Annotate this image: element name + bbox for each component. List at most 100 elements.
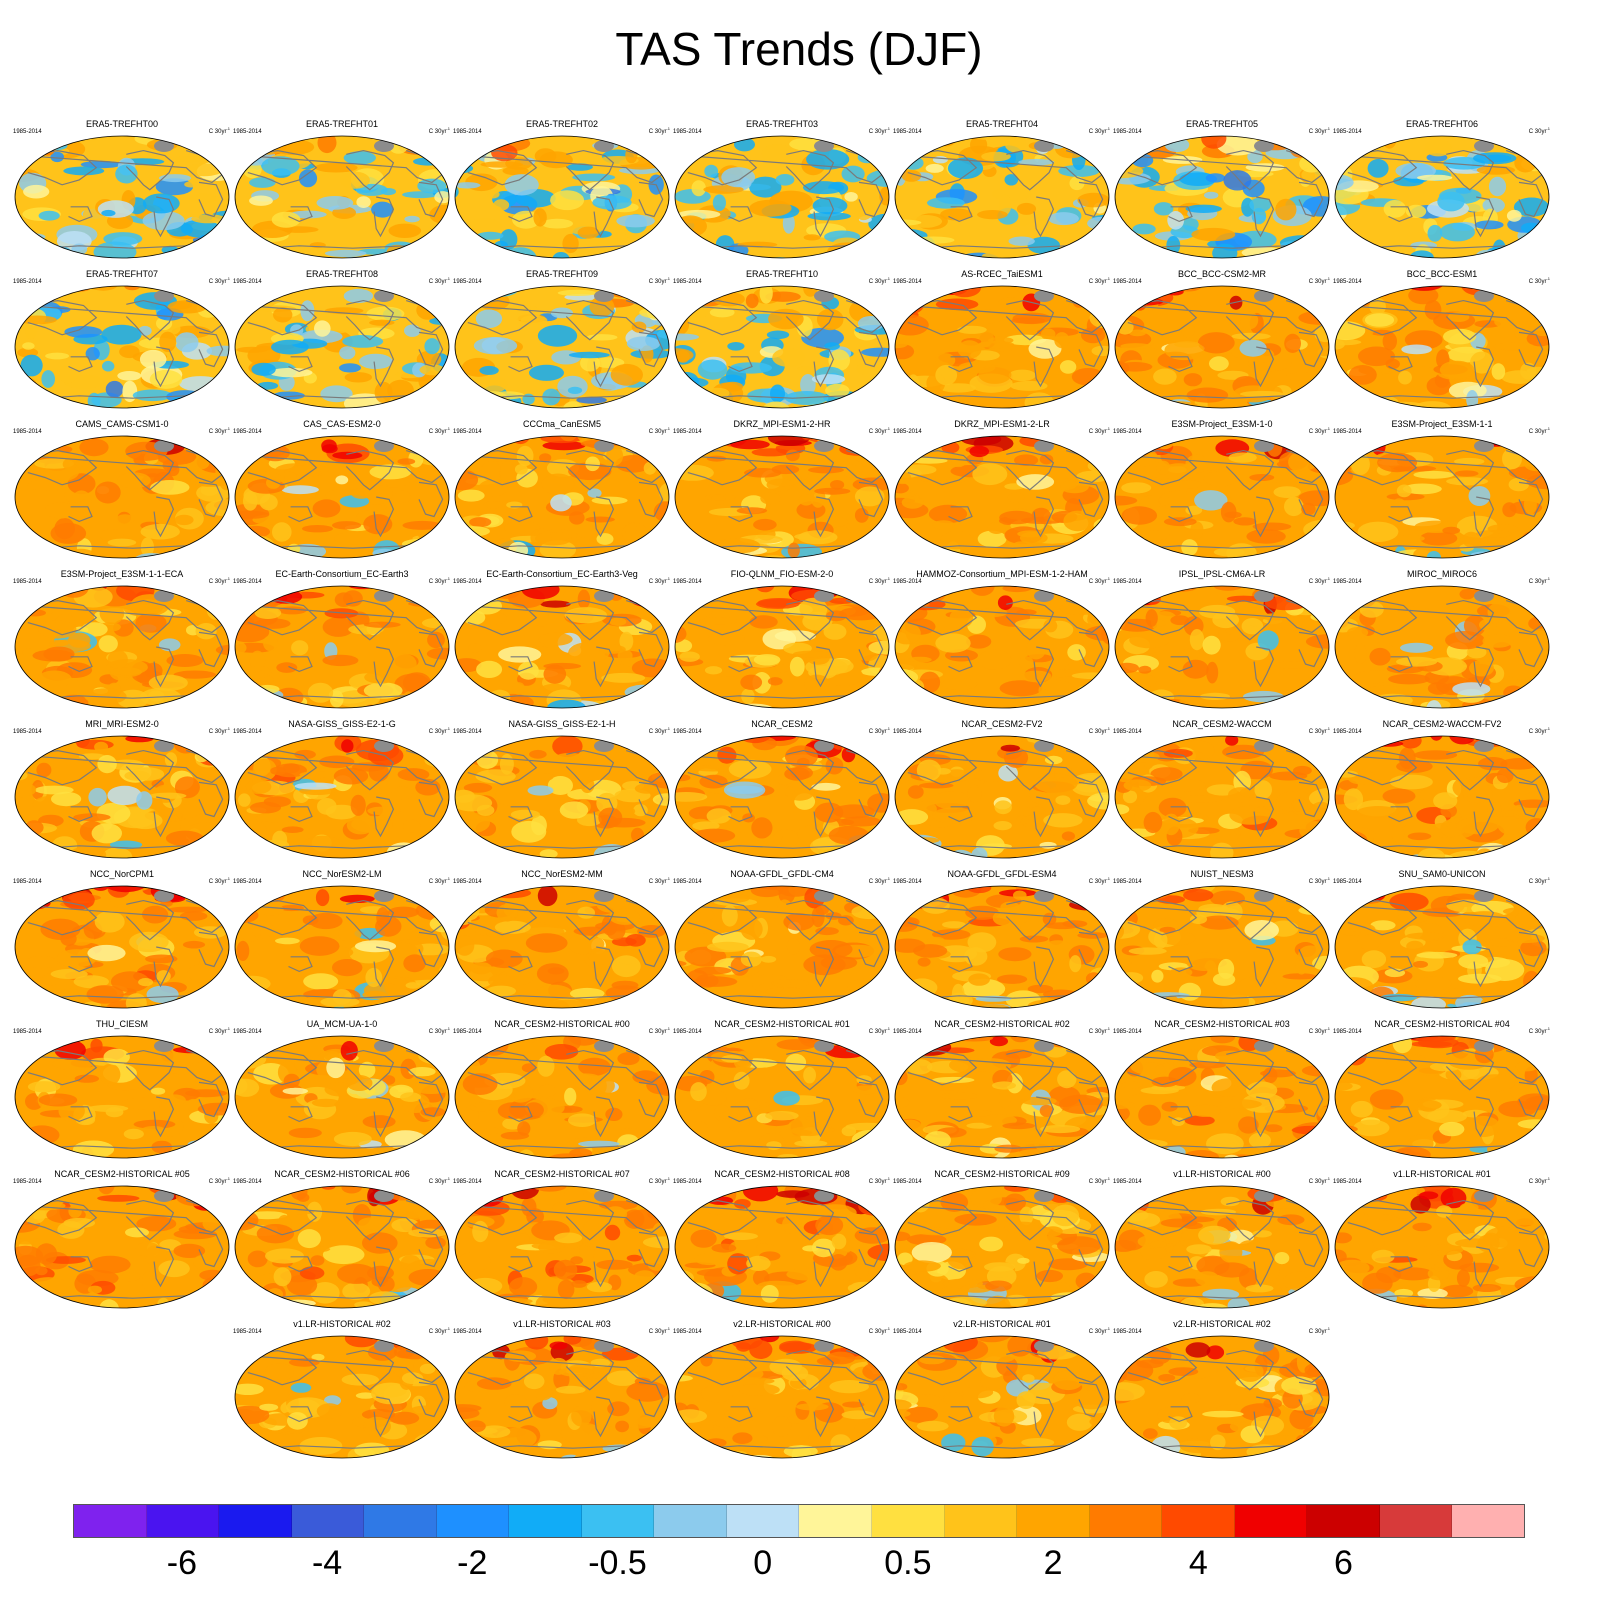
trend-blob xyxy=(691,180,706,197)
trend-blob xyxy=(1334,543,1342,559)
units-base: C 30yr xyxy=(428,279,447,285)
trend-blob xyxy=(1280,885,1304,890)
continent-outline xyxy=(948,206,973,223)
trend-blob xyxy=(654,737,670,756)
trend-blob xyxy=(469,517,492,528)
map-border xyxy=(894,585,1110,709)
trend-blob xyxy=(343,151,376,165)
trend-blob xyxy=(58,364,78,384)
trend-blob xyxy=(1280,621,1302,631)
trend-blob xyxy=(251,287,276,294)
trend-blob xyxy=(626,885,659,890)
trend-blob xyxy=(552,1202,573,1213)
trend-blob xyxy=(552,735,583,758)
trend-blob xyxy=(866,251,888,259)
map-border xyxy=(1114,585,1330,709)
trend-blob xyxy=(311,1098,341,1108)
trend-blob xyxy=(902,552,925,559)
map-border xyxy=(234,1185,450,1309)
continent-outline xyxy=(508,1106,533,1123)
trend-blob xyxy=(596,533,614,545)
trend-blob xyxy=(1054,135,1078,146)
trend-blob xyxy=(917,1185,945,1197)
continent-outline xyxy=(565,599,615,641)
trend-blob xyxy=(992,1081,1016,1090)
trend-blob xyxy=(1506,209,1522,222)
trend-blob xyxy=(689,601,714,617)
map-border xyxy=(1334,1035,1550,1159)
panel-title: v1.LR-HISTORICAL #01 xyxy=(1393,1169,1491,1179)
panel-title: THU_CIESM xyxy=(95,1019,148,1029)
trend-blob xyxy=(1489,938,1514,947)
trend-blob xyxy=(647,1257,668,1271)
panel-title: IPSL_IPSL-CM6A-LR xyxy=(1178,569,1266,579)
greenland-mask xyxy=(154,740,174,752)
panel-period: 1985-2014 xyxy=(893,429,922,435)
continent-outline xyxy=(1253,346,1275,388)
trend-blob xyxy=(419,364,445,376)
trend-blob xyxy=(1334,1134,1347,1154)
trend-blob xyxy=(562,233,579,254)
trend-blob xyxy=(1385,135,1405,140)
units-exponent: -1 xyxy=(886,576,890,581)
map-canvas xyxy=(234,1335,450,1459)
trend-blob xyxy=(1209,356,1229,371)
continent-outline xyxy=(565,299,615,341)
trend-blob xyxy=(412,438,450,449)
continent-outline xyxy=(1225,299,1275,341)
trend-blob xyxy=(647,1150,670,1159)
trend-blob xyxy=(960,1284,992,1293)
trend-blob xyxy=(935,633,971,653)
panel-period: 1985-2014 xyxy=(233,579,262,585)
continent-outline xyxy=(68,356,93,373)
trend-blob xyxy=(188,693,211,702)
trend-blob xyxy=(272,139,315,155)
continent-outline xyxy=(1168,806,1193,823)
trend-blob xyxy=(707,941,749,953)
trend-blob xyxy=(547,699,586,709)
map-border xyxy=(674,435,890,559)
continent-outline xyxy=(1005,899,1055,941)
trend-field xyxy=(454,1035,670,1159)
trend-blob xyxy=(44,245,72,259)
trend-blob xyxy=(264,1363,294,1381)
trend-blob xyxy=(1120,1081,1143,1089)
trend-blob xyxy=(96,802,131,824)
map-panel: NCAR_CESM2-HISTORICAL #07 1985-2014 C 30yr… xyxy=(452,1169,672,1319)
trend-blob xyxy=(234,1126,254,1143)
greenland-mask xyxy=(1254,740,1274,752)
trend-blob xyxy=(1398,370,1412,385)
trend-blob xyxy=(100,1063,121,1086)
trend-blob xyxy=(1334,248,1344,258)
trend-blob xyxy=(454,935,475,956)
greenland-mask xyxy=(594,1190,614,1202)
trend-blob xyxy=(369,319,395,326)
trend-blob xyxy=(217,302,230,315)
trend-blob xyxy=(107,785,142,806)
units-base: C 30yr xyxy=(1528,279,1547,285)
panel-title: UA_MCM-UA-1-0 xyxy=(306,1019,378,1029)
panel-title: NCC_NorESM2-LM xyxy=(302,869,382,879)
trend-blob xyxy=(413,544,450,559)
greenland-mask xyxy=(1474,740,1494,752)
map-canvas xyxy=(234,135,450,259)
panel-period: 1985-2014 xyxy=(893,279,922,285)
trend-blob xyxy=(674,286,699,294)
trend-blob xyxy=(454,833,464,848)
trend-blob xyxy=(122,380,138,403)
trend-blob xyxy=(1058,164,1100,177)
units-base: C 30yr xyxy=(1308,279,1327,285)
trend-blob xyxy=(1383,200,1406,218)
map-panel: MIROC_MIROC6 1985-2014 C 30yr-1 xyxy=(1332,569,1552,719)
map-border xyxy=(894,885,1110,1009)
trend-blob xyxy=(1497,813,1524,835)
trend-blob xyxy=(1000,901,1020,913)
continent-outline xyxy=(1033,1246,1055,1288)
trend-blob xyxy=(1362,844,1377,852)
map-canvas xyxy=(1114,735,1330,859)
trend-blob xyxy=(1017,1257,1030,1264)
trend-blob xyxy=(577,589,591,609)
map-panel: ERA5-TREFHT00 1985-2014 C 30yr-1 xyxy=(12,119,232,269)
map-border xyxy=(674,585,890,709)
trend-blob xyxy=(362,1115,396,1129)
